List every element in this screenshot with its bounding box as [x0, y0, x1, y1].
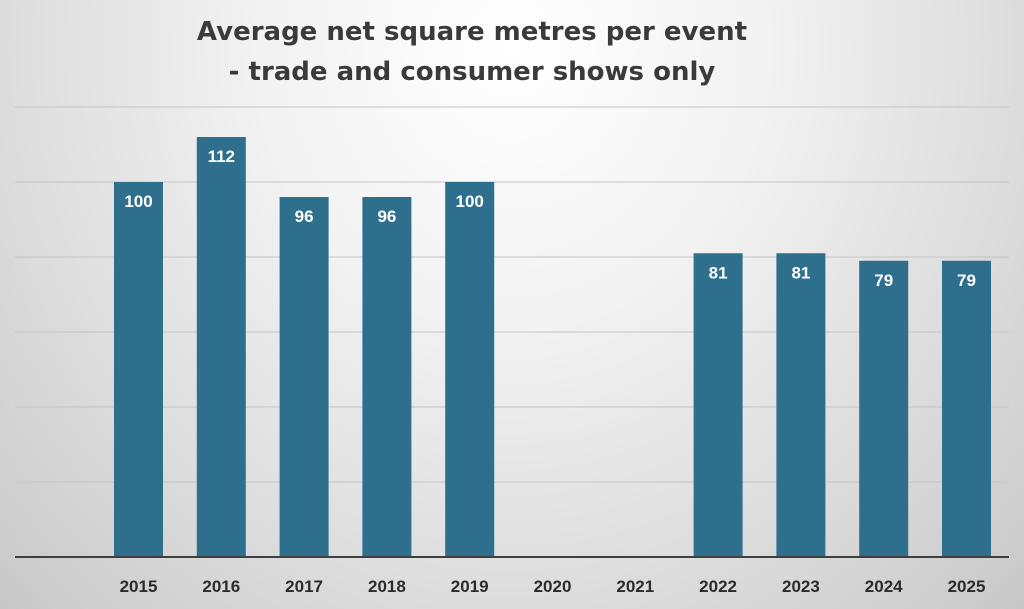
data-label-2025: 79 — [957, 271, 976, 290]
x-tick-label-2020: 2020 — [534, 577, 572, 596]
x-tick-label-2016: 2016 — [202, 577, 240, 596]
bar-2024[interactable] — [859, 260, 909, 557]
data-label-2016: 112 — [208, 147, 235, 166]
bar-2018[interactable] — [362, 197, 412, 557]
chart-title-line-1: Average net square metres per event — [197, 17, 747, 47]
x-tick-label-2023: 2023 — [782, 577, 820, 596]
chart-title-line-2: - trade and consumer shows only — [229, 57, 716, 87]
bar-2017[interactable] — [279, 197, 329, 557]
x-tick-label-2017: 2017 — [285, 577, 323, 596]
x-tick-label-2015: 2015 — [120, 577, 158, 596]
x-axis-tick-labels: 2015 2016 2017 2018 2019 2020 2021 2022 2023 2024… — [120, 577, 986, 596]
data-label-2024: 79 — [874, 271, 893, 290]
data-label-2019: 100 — [456, 192, 484, 211]
x-tick-label-2021: 2021 — [616, 577, 654, 596]
data-label-2015: 100 — [124, 192, 152, 211]
bar-2022[interactable] — [693, 253, 743, 557]
data-label-2022: 81 — [709, 263, 728, 282]
bar-2016[interactable] — [196, 137, 246, 557]
x-tick-label-2024: 2024 — [865, 577, 903, 596]
bars — [114, 137, 991, 557]
gridlines — [15, 106, 1009, 483]
bar-2019[interactable] — [445, 182, 495, 557]
data-label-2018: 96 — [377, 207, 396, 226]
x-tick-label-2018: 2018 — [368, 577, 406, 596]
data-label-2017: 96 — [295, 207, 314, 226]
bar-2025[interactable] — [942, 260, 991, 557]
x-tick-label-2019: 2019 — [451, 577, 489, 596]
data-label-2023: 81 — [791, 263, 810, 282]
x-tick-label-2025: 2025 — [948, 577, 986, 596]
chart-title: Average net square metres per event - tr… — [197, 17, 747, 87]
bar-2023[interactable] — [776, 253, 826, 557]
bar-2015[interactable] — [114, 182, 163, 557]
x-tick-label-2022: 2022 — [699, 577, 737, 596]
data-labels: 100 112 96 96 100 81 81 79 79 — [124, 147, 976, 290]
